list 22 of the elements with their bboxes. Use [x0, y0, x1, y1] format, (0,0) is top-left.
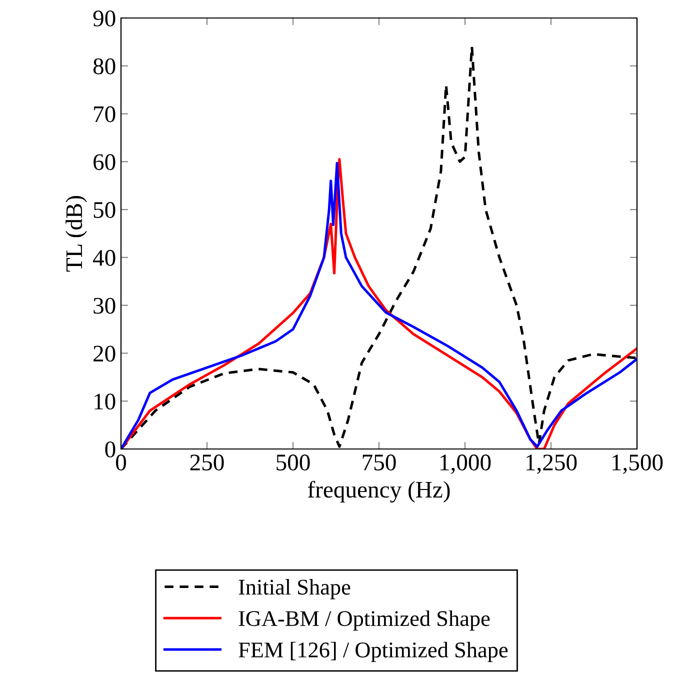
x-tick-label: 1,000 [440, 454, 491, 474]
x-axis-title: frequency (Hz) [308, 480, 450, 503]
x-tick-label: 0 [116, 454, 126, 470]
legend-label: Initial Shape [238, 579, 350, 600]
x-tick-label: 1,500 [612, 454, 663, 474]
legend-label: IGA-BM / Optimized Shape [238, 610, 490, 631]
x-tick-label: 750 [362, 454, 396, 470]
y-tick-label: 30 [94, 298, 116, 314]
y-tick-label: 20 [94, 346, 116, 362]
y-tick-label: 10 [94, 394, 116, 410]
y-tick-label: 50 [94, 202, 116, 218]
y-tick-label: 90 [93, 10, 116, 26]
y-tick-label: 70 [94, 106, 116, 122]
y-tick-label: 0 [105, 441, 116, 458]
y-tick-label: 40 [92, 250, 116, 266]
x-tick-label: 1,250 [526, 454, 577, 474]
y-tick-label: 60 [94, 154, 116, 170]
legend-label: FEM [126] / Optimized Shape [238, 642, 508, 662]
x-tick-label: 250 [190, 454, 224, 470]
y-axis-title: TL (dB) [66, 196, 87, 272]
x-tick-label: 500 [276, 454, 310, 470]
y-tick-label: 80 [93, 58, 116, 74]
